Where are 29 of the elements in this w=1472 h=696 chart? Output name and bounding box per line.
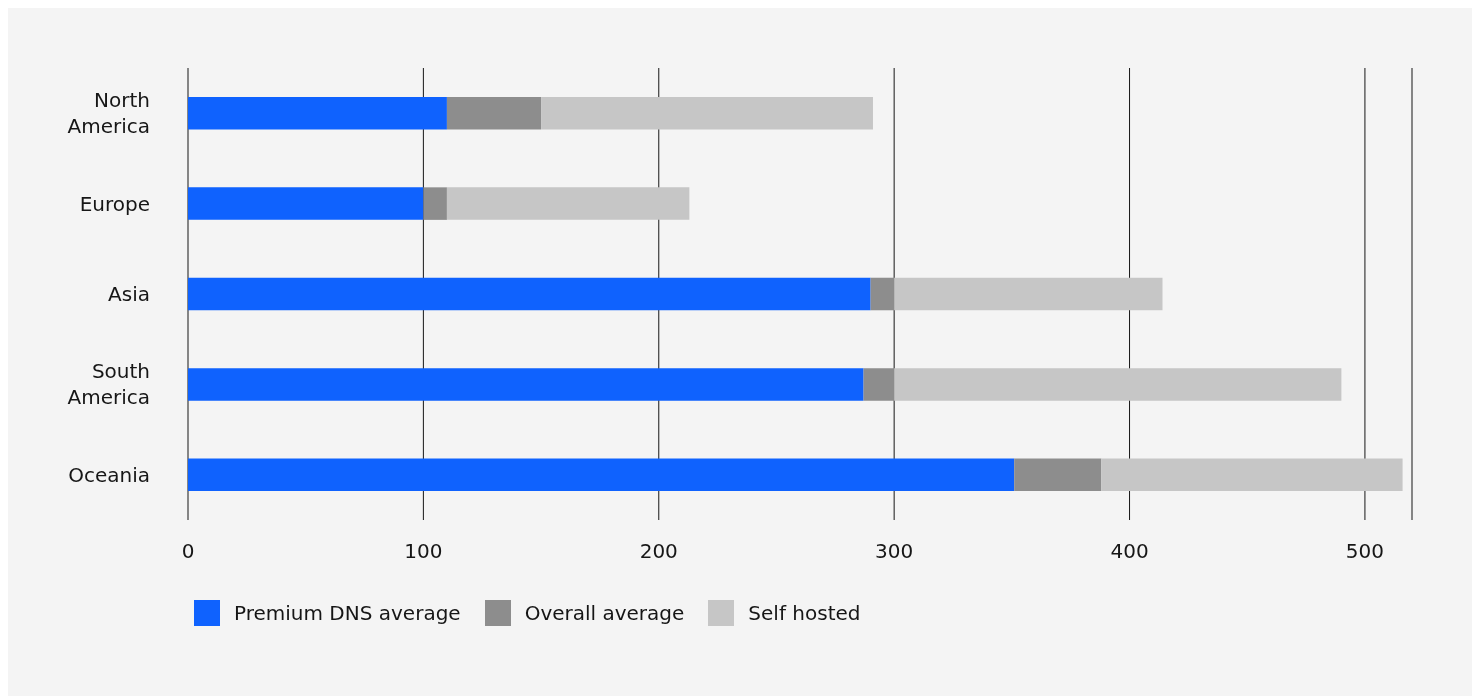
- bar: [188, 96, 447, 130]
- bar: [870, 277, 895, 311]
- x-tick-label: 200: [639, 539, 678, 564]
- legend-label: Premium DNS average: [234, 601, 461, 625]
- x-tick-label: 500: [1345, 539, 1385, 564]
- y-tick-label: Oceania: [68, 462, 150, 487]
- x-tick-label: 400: [1110, 539, 1149, 564]
- bar: [423, 187, 447, 220]
- bar: [1101, 458, 1403, 492]
- y-tick-label: South America: [67, 359, 150, 410]
- x-tick-label: 100: [404, 539, 443, 564]
- bar: [894, 277, 1163, 311]
- bar: [188, 277, 871, 311]
- legend-label: Self hosted: [748, 601, 861, 625]
- bar: [446, 187, 690, 220]
- x-tick-label: 0: [181, 539, 195, 564]
- bar: [894, 368, 1342, 401]
- bar: [1014, 458, 1102, 492]
- bar: [541, 96, 873, 130]
- y-tick-label: Asia: [108, 282, 150, 306]
- bar: [446, 96, 542, 130]
- y-tick-label: North America: [67, 88, 150, 139]
- x-tick-label: 300: [875, 539, 914, 564]
- bar: [863, 368, 895, 401]
- legend-label: Overall average: [524, 601, 685, 625]
- bar: [188, 368, 864, 401]
- y-tick-label: Europe: [79, 191, 150, 216]
- bar: [188, 458, 1015, 492]
- bar: [188, 187, 424, 220]
